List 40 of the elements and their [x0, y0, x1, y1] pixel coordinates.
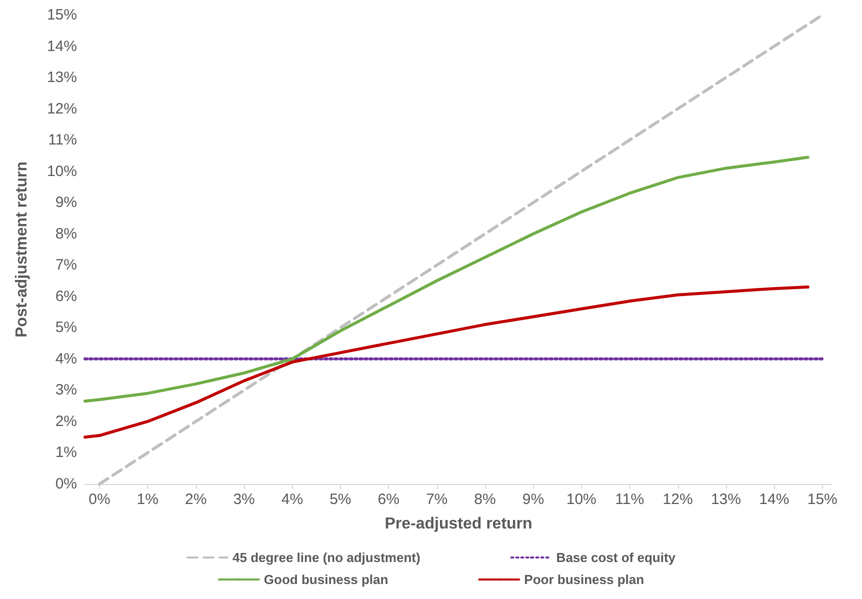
y-tick-label: 2%	[55, 412, 77, 430]
y-tick-label: 4%	[55, 350, 77, 368]
x-tick-label: 3%	[233, 491, 255, 508]
x-tick-label: 14%	[759, 491, 790, 508]
x-axis-title: Pre-adjusted return	[384, 516, 532, 532]
y-tick-label: 3%	[55, 382, 77, 399]
y-tick-label: 0%	[55, 476, 77, 492]
line-series	[84, 286, 810, 439]
y-tick-label: 8%	[55, 225, 77, 242]
x-tick-label: 11%	[615, 491, 644, 508]
x-tick-label: 6%	[378, 491, 400, 508]
legend-label: Good business plan	[264, 572, 388, 587]
y-axis-title: Post-adjustment return	[14, 161, 30, 338]
y-tick-label: 11%	[48, 132, 77, 149]
x-tick-label: 12%	[662, 491, 693, 508]
x-tick-label: 4%	[281, 491, 304, 508]
line-series	[84, 156, 810, 403]
x-tick-label: 2%	[185, 491, 207, 508]
x-tick-label: 13%	[710, 491, 741, 508]
y-tick-label: 12%	[46, 100, 77, 118]
y-tick-label: 10%	[46, 162, 77, 180]
legend-label: Base cost of equity	[556, 550, 676, 565]
x-tick-label: 1%	[136, 491, 158, 508]
y-tick-label: 5%	[55, 319, 77, 336]
x-tick-label: 8%	[474, 491, 496, 508]
y-tick-label: 15%	[46, 6, 77, 24]
x-tick-label: 15%	[807, 491, 838, 508]
y-tick-label: 6%	[55, 288, 77, 305]
x-tick-label: 7%	[426, 491, 448, 508]
legend-label: Poor business plan	[524, 572, 644, 587]
y-tick-label: 13%	[46, 69, 77, 86]
x-tick-label: 0%	[88, 491, 110, 508]
x-tick-label: 10%	[566, 491, 596, 508]
x-tick-label: 9%	[522, 491, 544, 508]
legend-label: 45 degree line (no adjustment)	[232, 550, 420, 565]
y-tick-label: 14%	[46, 38, 77, 55]
y-tick-label: 1%	[55, 444, 77, 462]
y-tick-label: 9%	[55, 194, 77, 212]
y-tick-label: 7%	[55, 256, 77, 274]
x-tick-label: 5%	[330, 491, 352, 508]
